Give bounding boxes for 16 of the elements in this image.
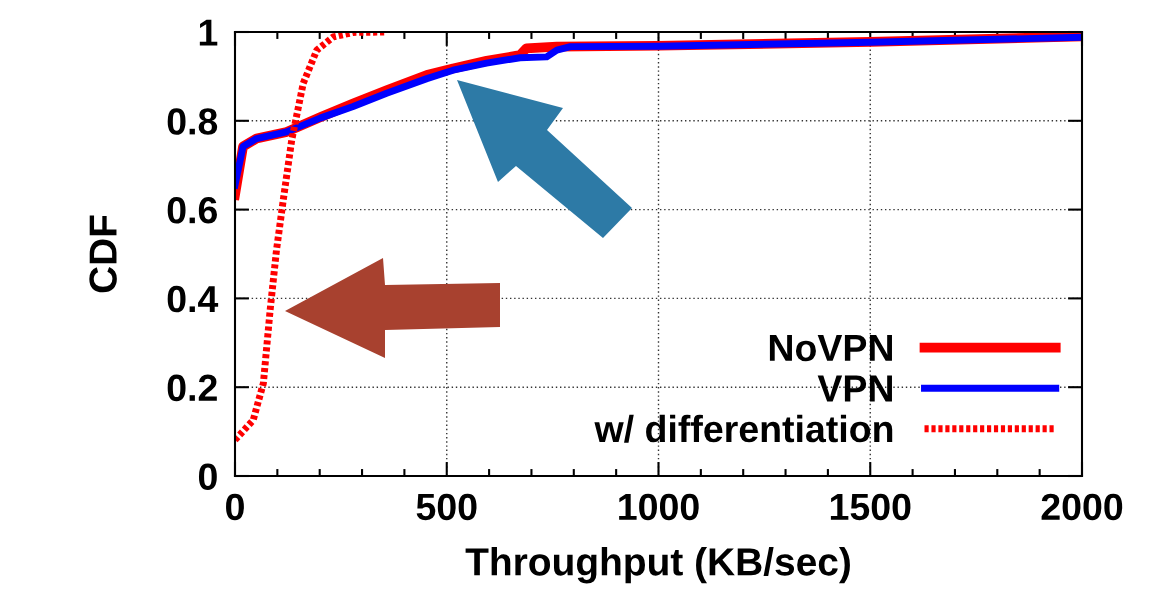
x-tick-label: 2000 [1041, 493, 1123, 521]
x-tick-label: 0 [226, 493, 244, 521]
y-tick-label: 0 [198, 463, 217, 490]
x-tick-label: 1500 [830, 493, 911, 521]
x-axis-title: Throughput (KB/sec) [465, 547, 850, 584]
x-tick-label: 500 [416, 493, 477, 521]
y-tick-label: 0.4 [167, 285, 219, 313]
y-tick-label: 0.8 [167, 108, 218, 135]
legend-label: VPN [817, 375, 892, 402]
y-tick-label: 0.2 [167, 374, 217, 402]
legend-label: w/ differentiation [594, 414, 893, 443]
y-tick-label: 1 [199, 19, 218, 46]
y-axis-title: CDF [89, 215, 117, 293]
y-tick-label: 0.6 [167, 197, 217, 224]
legend-label: NoVPN [769, 335, 892, 362]
x-tick-label: 1000 [619, 493, 699, 521]
